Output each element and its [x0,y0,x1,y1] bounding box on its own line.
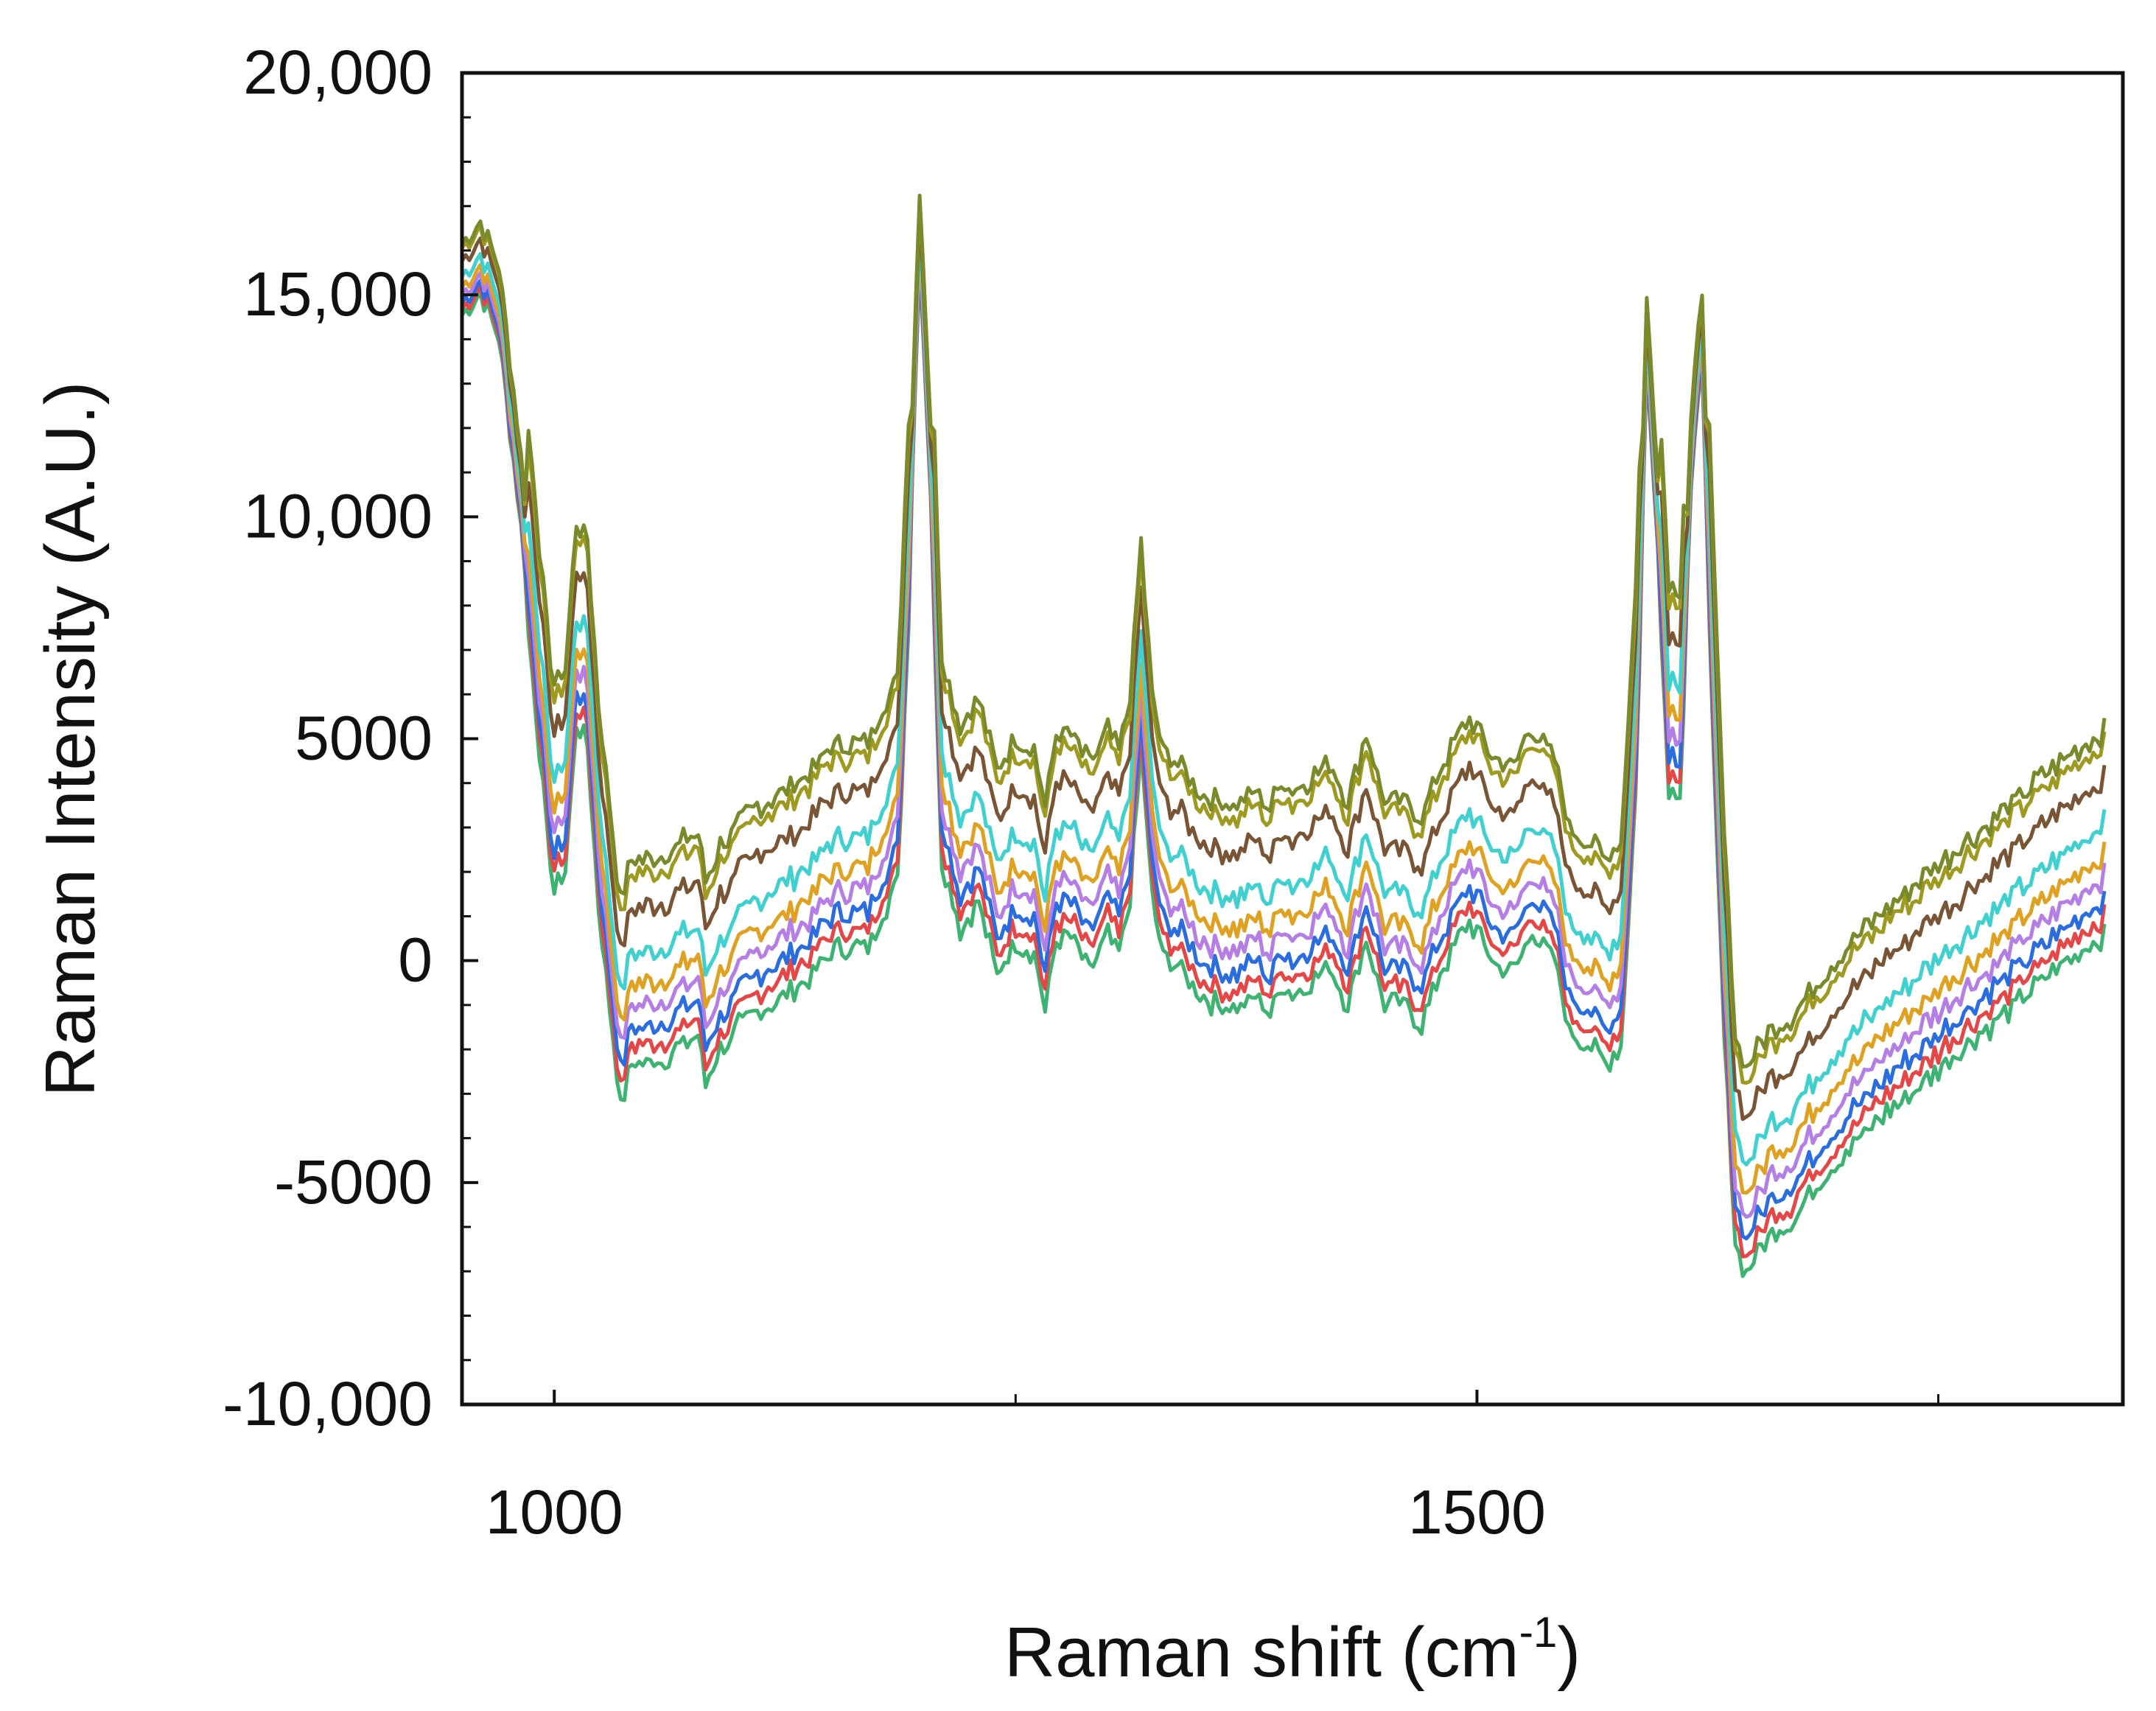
y-tick-label: -10,000 [223,1369,433,1438]
spectrum-line [460,245,2107,1219]
spectrum-line [460,265,2107,1278]
x-tick-label: 1500 [1408,1477,1546,1547]
x-axis-title-close: ) [1557,1613,1581,1692]
spectrum-line [460,226,2107,1166]
y-tick-label: 10,000 [243,481,433,550]
axis-layer: -10,000 -5000 0 5000 10,000 15,000 20,000 1000 1… [223,38,1940,1547]
x-axis-title: Raman shift (cm-1) [1004,1609,1581,1692]
y-tick-label: 0 [398,926,433,995]
spectrum-line [460,237,2107,1195]
y-tick-label: -5000 [274,1147,433,1217]
plot-frame [460,71,2125,1407]
spectrum-line [460,253,2107,1241]
spectrum-line [460,198,2107,1085]
spectrum-line [460,259,2107,1259]
spectrum-line [460,211,2107,1122]
y-tick-label: 20,000 [243,38,433,107]
x-axis-title-main: Raman shift (cm [1004,1613,1519,1692]
spectrum-line [460,193,2107,1068]
y-tick-label: 15,000 [243,259,433,329]
series-layer [460,193,2107,1278]
x-axis-title-superscript: -1 [1519,1609,1558,1656]
y-axis-title: Raman Intensity (A.U.) [31,382,110,1097]
y-tick-label: 5000 [295,704,433,773]
x-tick-label: 1000 [486,1477,623,1547]
